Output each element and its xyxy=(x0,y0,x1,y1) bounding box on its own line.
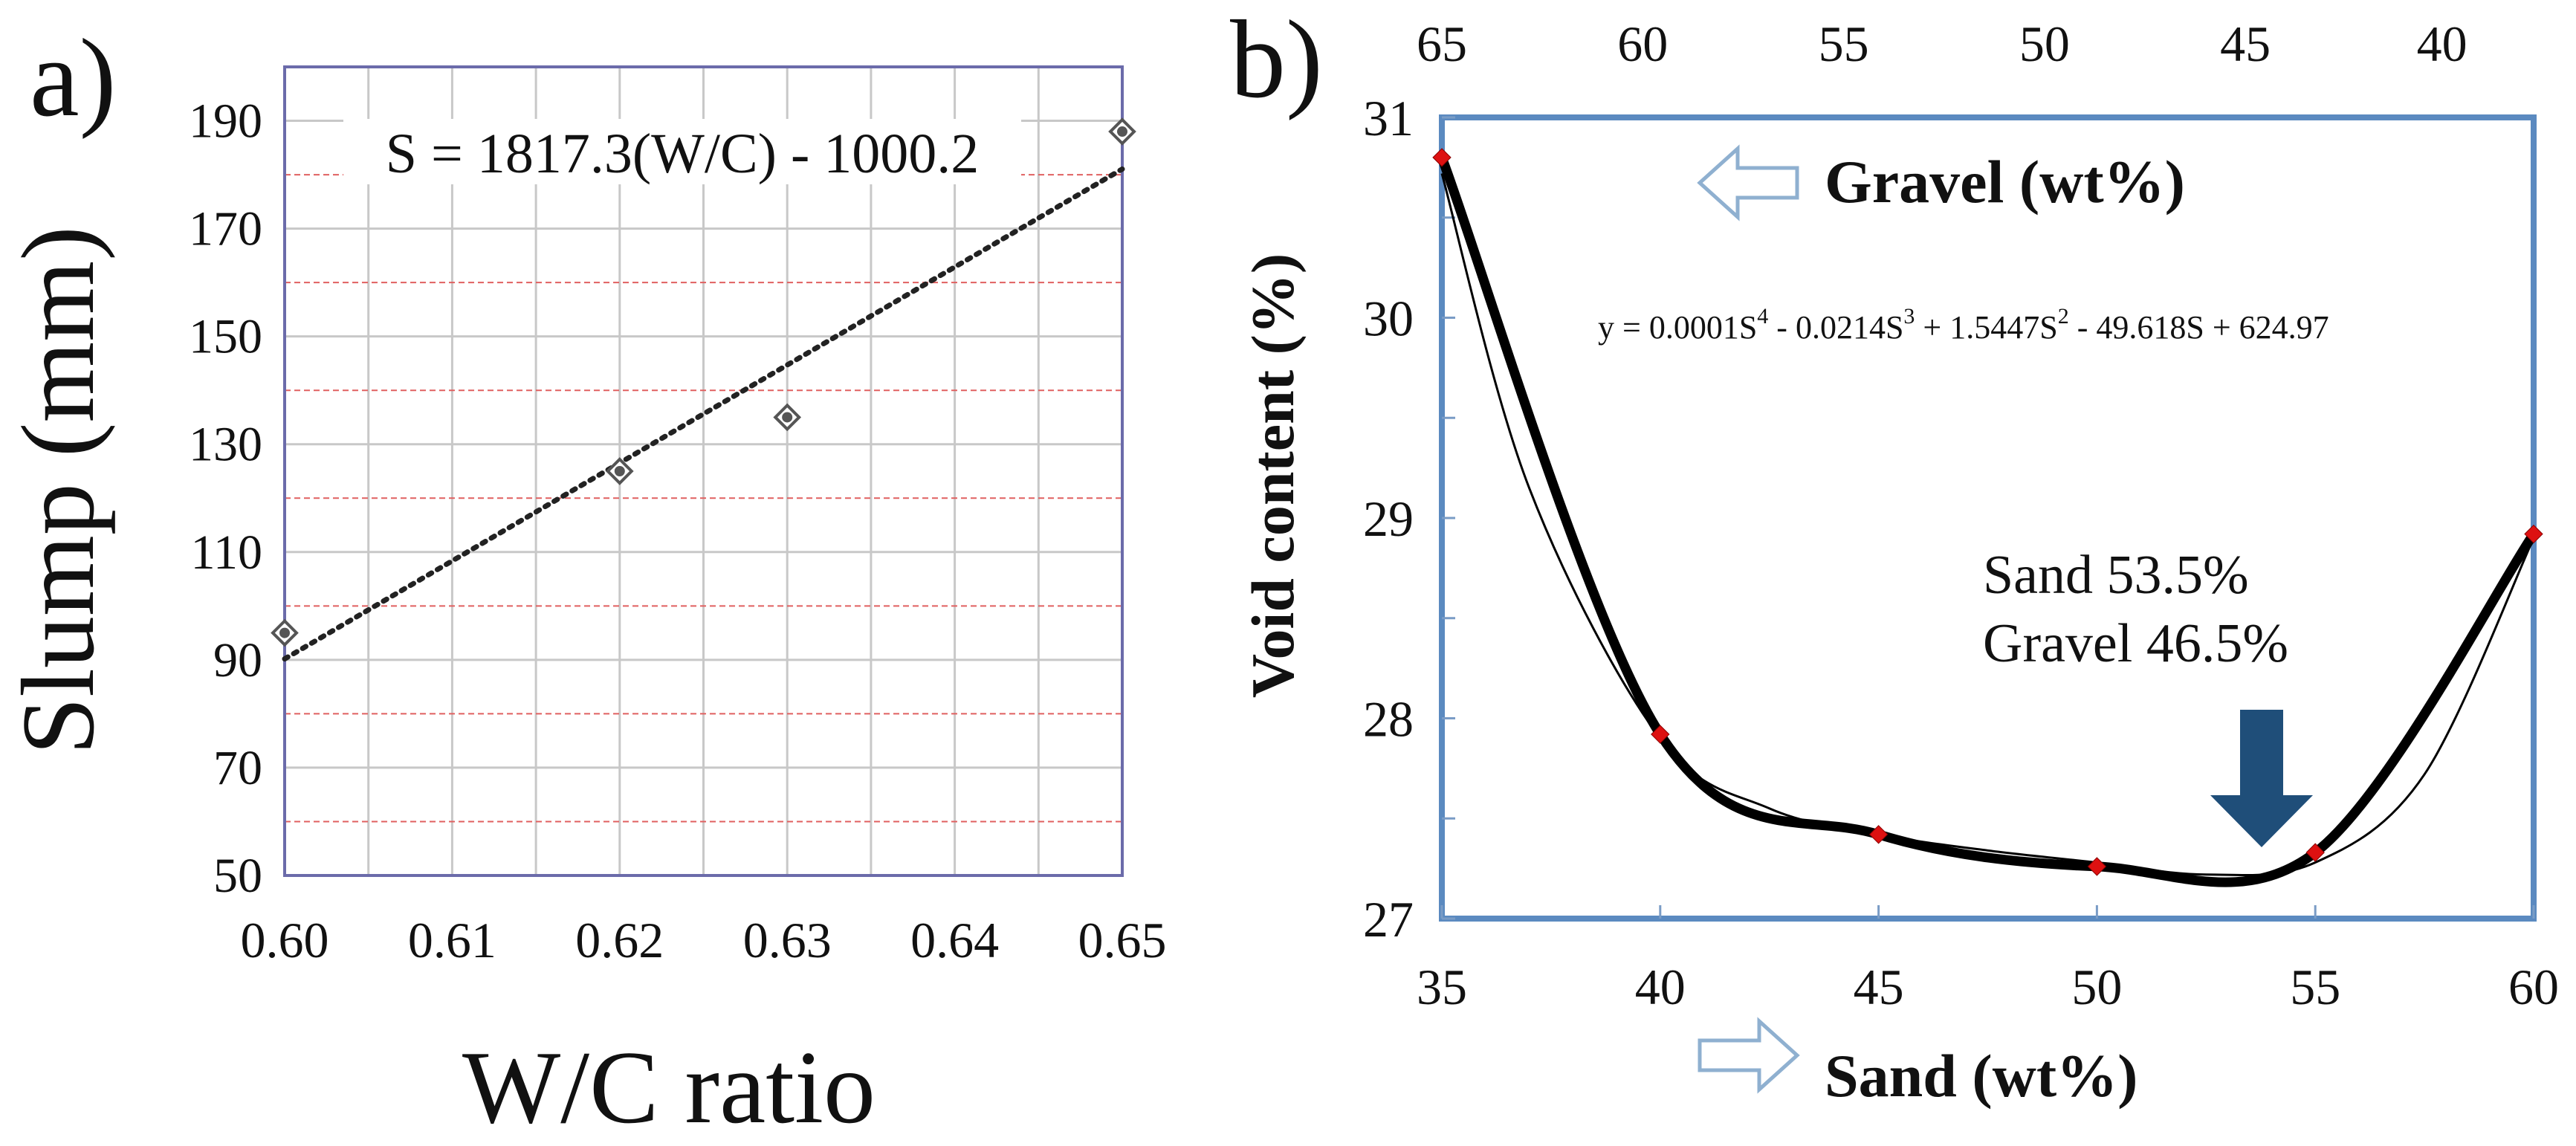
panel-b-data-points xyxy=(1432,148,2543,876)
panel-b-y-tick-label: 28 xyxy=(1363,691,1414,748)
panel-a-point-center xyxy=(614,466,625,476)
panel-a-grid xyxy=(285,67,1122,875)
sand-direction-arrow-icon xyxy=(1698,1017,1800,1094)
panel-b-top-tick-label: 60 xyxy=(1617,16,1668,72)
panel-a-data-point xyxy=(773,403,802,432)
panel-a-x-axis-title: W/C ratio xyxy=(462,1030,876,1145)
panel-b-x-tick-labels: 35 40 45 50 55 60 xyxy=(1417,959,2559,1015)
panel-a-y-tick-label: 90 xyxy=(213,633,262,687)
panel-b-y-axis-title: Void content (%) xyxy=(1239,253,1307,698)
panel-b-top-tick-label: 40 xyxy=(2417,16,2467,72)
panel-b-top-axis-title: Gravel (wt%) xyxy=(1825,148,2185,216)
panel-a-equation: S = 1817.3(W/C) - 1000.2 xyxy=(386,123,980,185)
panel-a-point-center xyxy=(1117,126,1127,137)
equation-part-1: y = 0.0001S xyxy=(1598,309,1757,346)
panel-a-point-center xyxy=(279,627,290,638)
panel-a-y-tick-label: 130 xyxy=(189,418,262,472)
panel-b-measured-line xyxy=(1437,152,2539,887)
panel-a-trendline xyxy=(282,166,1125,662)
panel-b-data-point xyxy=(2087,857,2107,876)
panel-b-x-tick-label: 60 xyxy=(2508,959,2559,1015)
panel-b-equation: y = 0.0001S4 - 0.0214S3 + 1.5447S2 - 49.… xyxy=(1598,304,2329,346)
optimum-sand-label: Sand 53.5% xyxy=(1983,545,2249,606)
panel-b-x-axis-title: Sand (wt%) xyxy=(1825,1042,2138,1110)
panel-a-point-center xyxy=(782,412,793,423)
panel-b-top-tick-label: 55 xyxy=(1819,16,1869,72)
panel-b-y-tick-label: 27 xyxy=(1363,891,1414,948)
panel-b-data-point xyxy=(2524,524,2543,544)
equation-part-3: + 1.5447S xyxy=(1915,309,2057,346)
panel-b-x-tick-label: 35 xyxy=(1417,959,1467,1015)
panel-a-data-point xyxy=(605,457,634,485)
panel-b-top-tick-label: 50 xyxy=(2019,16,2070,72)
panel-b-y-tick-labels: 27 28 29 30 31 xyxy=(1363,90,1414,948)
optimum-gravel-label: Gravel 46.5% xyxy=(1983,613,2288,674)
panel-b-y-tick-label: 30 xyxy=(1363,291,1414,347)
panel-b-data-point xyxy=(1432,148,1452,167)
panel-a-x-tick-label: 0.62 xyxy=(575,912,664,968)
panel-a-y-tick-label: 50 xyxy=(213,849,262,903)
panel-b-top-tick-label: 65 xyxy=(1417,16,1467,72)
panel-a-x-tick-labels: 0.60 0.61 0.62 0.63 0.64 0.65 xyxy=(241,912,1167,968)
panel-b-x-tick-label: 45 xyxy=(1854,959,1904,1015)
panel-a-y-tick-labels: 50 70 90 110 130 150 170 190 xyxy=(189,94,262,903)
panel-a-plot-frame xyxy=(283,65,1124,877)
panel-a-data-points xyxy=(271,117,1136,647)
gravel-direction-arrow-icon xyxy=(1697,144,1799,221)
panel-a-equation-backdrop xyxy=(343,119,1021,184)
panel-a-data-point xyxy=(1108,117,1136,146)
optimum-down-arrow-icon xyxy=(2210,710,2313,847)
panel-a-slump-chart: a) Slump (mm) 50 70 90 110 130 150 170 190 0.60… xyxy=(1,16,1167,1145)
panel-b-polynomial-fit-line xyxy=(1440,173,2535,877)
panel-b-data-point xyxy=(2305,843,2325,862)
panel-b-x-tick-label: 50 xyxy=(2071,959,2122,1015)
panel-b-label: b) xyxy=(1230,0,1323,121)
panel-b-x-tick-label: 55 xyxy=(2290,959,2340,1015)
equation-part-2: - 0.0214S xyxy=(1768,309,1903,346)
panel-a-label: a) xyxy=(30,16,117,140)
panel-b-x-tick-label: 40 xyxy=(1635,959,1686,1015)
panel-b-data-point xyxy=(1651,725,1670,744)
panel-a-y-tick-label: 190 xyxy=(189,94,262,149)
panel-a-x-tick-label: 0.61 xyxy=(408,912,496,968)
panel-a-x-tick-label: 0.65 xyxy=(1078,912,1167,968)
panel-b-top-tick-label: 45 xyxy=(2220,16,2271,72)
equation-exp-4: 4 xyxy=(1757,304,1768,328)
panel-b-top-tick-labels: 65 60 55 50 45 40 xyxy=(1417,16,2467,72)
equation-part-4: - 49.618S + 624.97 xyxy=(2069,309,2329,346)
panel-a-x-tick-label: 0.63 xyxy=(743,912,832,968)
panel-a-y-tick-label: 150 xyxy=(189,310,262,364)
panel-b-y-tick-label: 31 xyxy=(1363,90,1414,146)
panel-a-data-point xyxy=(271,618,299,647)
panel-a-y-tick-label: 70 xyxy=(213,741,262,795)
panel-a-y-tick-label: 170 xyxy=(189,202,262,256)
equation-exp-3: 3 xyxy=(1903,304,1915,328)
panel-a-y-axis-title: Slump (mm) xyxy=(1,226,116,755)
panel-b-data-point xyxy=(1868,825,1889,844)
panel-a-y-tick-label: 110 xyxy=(190,525,262,580)
panel-a-x-tick-label: 0.64 xyxy=(910,912,999,968)
panel-b-minor-ticks xyxy=(1440,116,2535,920)
panel-b-y-tick-label: 29 xyxy=(1363,491,1414,547)
equation-exp-2: 2 xyxy=(2058,304,2069,328)
panel-a-x-tick-label: 0.60 xyxy=(241,912,329,968)
